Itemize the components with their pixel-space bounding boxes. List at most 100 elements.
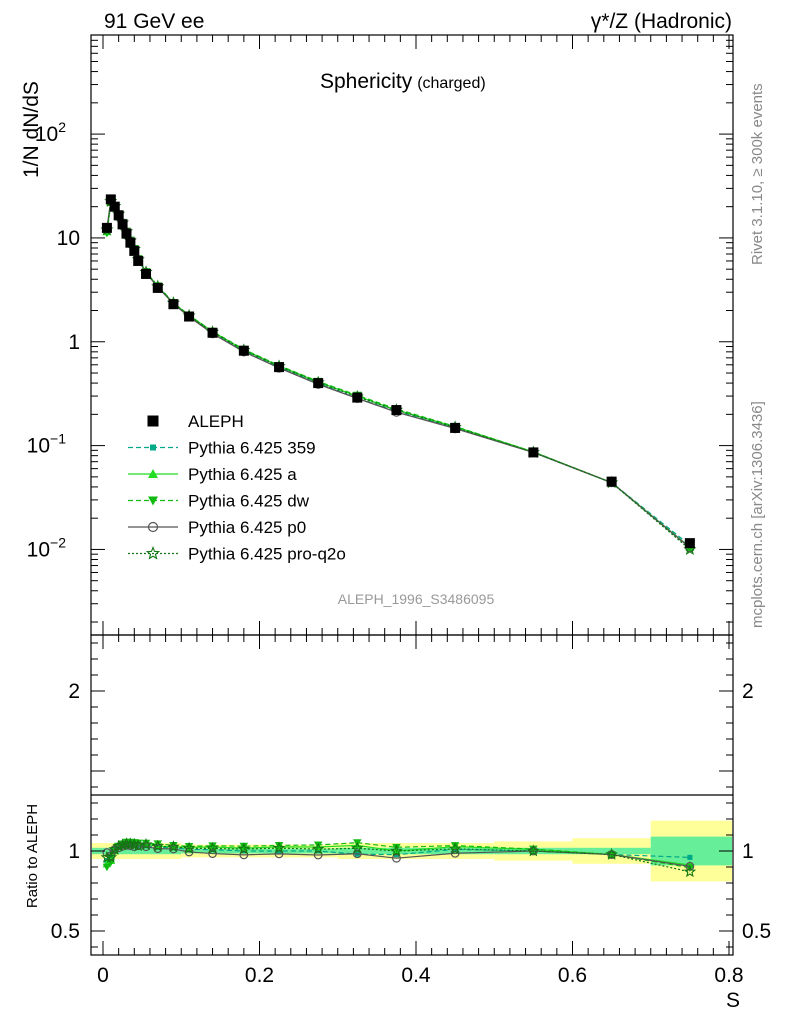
y-tick-exponent: −1 (50, 431, 66, 447)
data-point-marker (391, 405, 402, 416)
series-point-marker (392, 853, 401, 863)
y-tick-exponent: 2 (58, 119, 66, 135)
ratio-plot-panel: 0 0.2 0.4 0.6 0.8 0.5 0.5 1 1 2 2 Ratio to ALEPH S (24, 634, 771, 1012)
series-point-marker (145, 545, 161, 560)
series-point-marker (687, 854, 693, 860)
series-point-marker (206, 841, 219, 854)
plot-title-sub: (charged) (417, 75, 485, 92)
series-data (101, 194, 695, 549)
series-point-marker (151, 839, 165, 852)
data-point-marker (313, 378, 324, 389)
ratio-series-line (106, 843, 691, 873)
series-point-marker (169, 844, 178, 854)
series-point-marker (148, 469, 158, 478)
series-point-marker (311, 842, 325, 855)
legend-label: ALEPH (188, 412, 244, 431)
series-point-marker (450, 842, 460, 850)
series-point-marker (112, 839, 125, 852)
x-tick-label: 0 (97, 964, 109, 987)
ratio-y-tick-label-right: 0.5 (742, 920, 771, 943)
series-point-marker (527, 844, 540, 857)
series-point-marker (685, 861, 695, 871)
series-point-marker (141, 839, 151, 848)
x-tick-label: 0.6 (558, 964, 587, 987)
legend-item-p359: Pythia 6.425 359 (128, 439, 316, 458)
series-point-marker (153, 844, 163, 854)
x-tick-label: 0.8 (714, 964, 743, 987)
legend-label: Pythia 6.425 p0 (188, 518, 306, 537)
ratio-y-tick-label-right: 2 (742, 680, 754, 703)
data-point-marker (125, 237, 136, 248)
data-point-marker (528, 447, 539, 458)
ratio-series-pq2o (100, 837, 697, 878)
series-point-marker (237, 842, 251, 855)
series-point-marker (605, 847, 618, 860)
ratio-band-inner (337, 847, 495, 855)
ratio-axis-ticks: 0 0.2 0.4 0.6 0.8 0.5 0.5 1 1 2 2 (51, 635, 771, 987)
legend-item-pq2o: Pythia 6.425 pro-q2o (128, 545, 346, 564)
data-point-marker (152, 282, 163, 293)
data-point-marker (147, 415, 159, 427)
data-point-marker (168, 299, 179, 310)
legend-label: Pythia 6.425 dw (188, 492, 310, 511)
series-point-marker (169, 842, 178, 850)
ratio-y-tick-label: 0.5 (51, 920, 80, 943)
header-right-label: γ*/Z (Hadronic) (591, 10, 732, 33)
data-point-marker (101, 222, 112, 233)
y-tick-base: 10 (27, 538, 50, 561)
series-point-marker (120, 837, 133, 850)
y-tick-exponent: −2 (50, 534, 66, 550)
y-tick-label: 10 (57, 227, 80, 250)
series-point-marker (208, 842, 217, 850)
legend-item-pp0: Pythia 6.425 p0 (128, 518, 306, 537)
data-point-marker (352, 392, 363, 403)
series-point-marker (148, 496, 158, 506)
x-axis-label: S (726, 989, 740, 1012)
y-tick-base: 10 (27, 435, 50, 458)
data-point-marker (450, 422, 461, 433)
series-point-marker (104, 850, 118, 863)
ratio-y-tick-label-right: 1 (742, 840, 754, 863)
rivet-version-label: Rivet 3.1.10, ≥ 300k events (749, 83, 766, 265)
data-point-marker (129, 245, 140, 256)
series-point-marker (239, 842, 249, 851)
legend-item-pa: Pythia 6.425 a (128, 465, 297, 484)
ratio-band-inner (92, 847, 182, 855)
series-point-marker (184, 842, 194, 851)
plot-title: Sphericity (charged) (320, 70, 486, 93)
data-point-marker (238, 345, 249, 356)
legend-item-pdw: Pythia 6.425 dw (128, 492, 310, 511)
series-point-marker (147, 521, 159, 533)
main-series-group (100, 194, 697, 556)
header-left-label: 91 GeV ee (104, 10, 204, 33)
plot-title-main: Sphericity (320, 70, 413, 93)
series-point-marker (141, 842, 151, 852)
y-tick-label: 10−2 (27, 534, 67, 561)
legend-label: Pythia 6.425 359 (188, 439, 316, 458)
data-point-marker (184, 311, 195, 322)
legend-item-data: ALEPH (147, 412, 244, 431)
series-point-marker (351, 841, 364, 854)
legend-label: Pythia 6.425 a (188, 465, 297, 484)
data-point-marker (109, 201, 120, 212)
ratio-series-group (100, 837, 697, 878)
series-point-marker (448, 842, 462, 855)
series-point-marker (167, 840, 180, 853)
ratio-plot-frame (90, 634, 734, 956)
series-point-marker (390, 844, 403, 857)
series-point-marker (139, 837, 153, 850)
main-y-axis-label: 1/N dN/dS (20, 81, 43, 178)
x-tick-label: 0.2 (245, 964, 274, 987)
series-point-marker (100, 850, 114, 863)
series-point-marker (108, 842, 122, 855)
y-tick-label: 10−1 (27, 431, 67, 458)
ratio-y-axis-label: Ratio to ALEPH (24, 804, 41, 908)
data-point-marker (141, 268, 152, 279)
legend-label: Pythia 6.425 pro-q2o (188, 545, 346, 564)
data-point-marker (117, 219, 128, 230)
data-point-marker (105, 194, 116, 205)
data-point-marker (606, 476, 617, 487)
